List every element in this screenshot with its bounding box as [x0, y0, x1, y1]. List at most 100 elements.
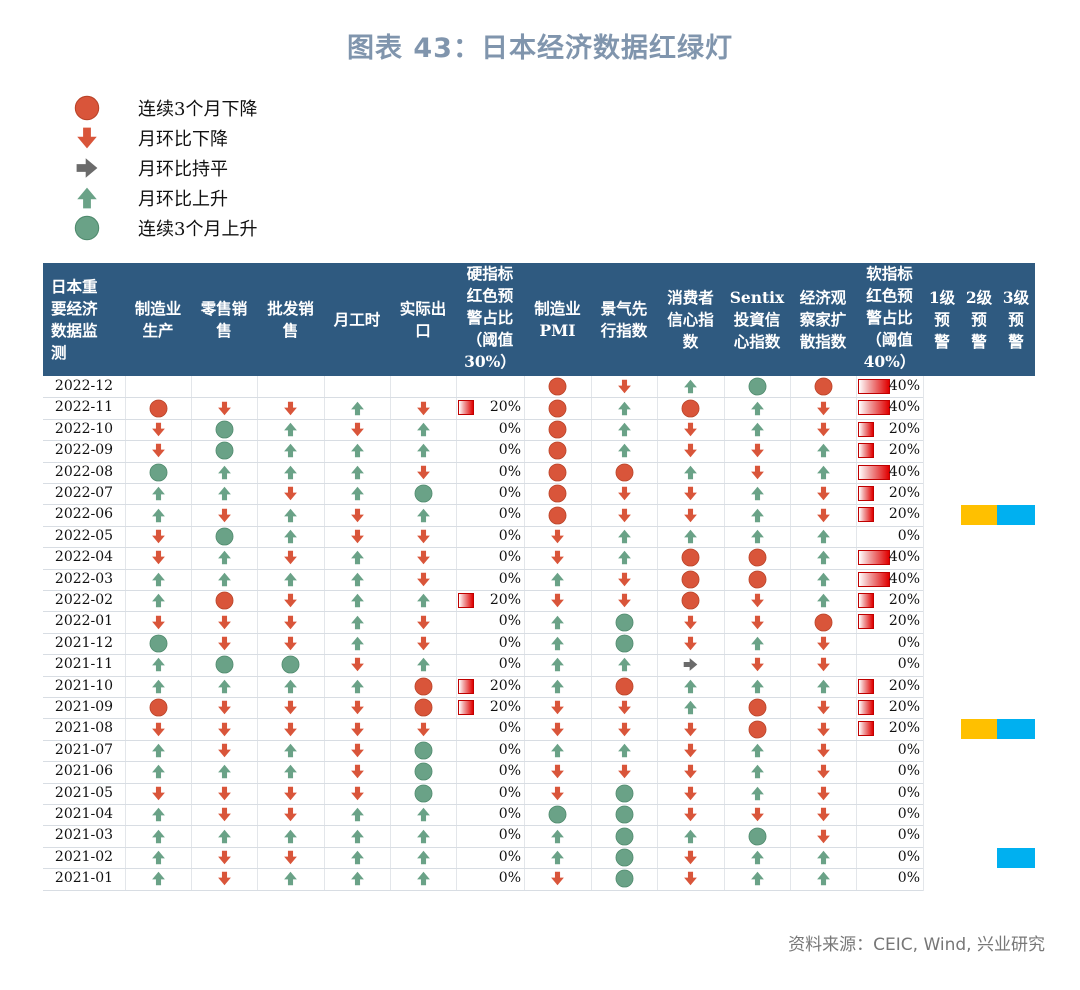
table-header: 日本重 要经济 数据监 测制造业 生产 零售销 售批发销 售月工时 实际出 口硬指标… — [43, 263, 1035, 376]
red-down-arrow-icon — [816, 486, 830, 501]
green-circle-icon — [615, 848, 633, 867]
warning-share-value: 0% — [498, 549, 521, 566]
red-down-arrow-icon — [217, 743, 231, 758]
red-down-arrow-icon — [416, 465, 430, 480]
legend-label: 月环比下降 — [138, 129, 228, 150]
green-up-arrow-icon — [350, 401, 364, 415]
red-down-arrow-icon — [684, 508, 697, 522]
gray-right-arrow-icon — [76, 158, 98, 178]
row-date: 2021-12 — [54, 634, 114, 651]
green-up-arrow-icon — [684, 529, 697, 544]
red-down-arrow-icon — [816, 401, 830, 415]
column-header: 零售销 售 — [200, 298, 248, 340]
green-up-arrow-icon — [684, 700, 697, 715]
row-date: 2022-02 — [54, 592, 114, 608]
green-circle-icon — [281, 655, 300, 674]
warning-share-bar — [858, 678, 874, 694]
green-up-arrow-icon — [750, 872, 764, 886]
green-up-arrow-icon — [816, 572, 830, 587]
row-date: 2021-07 — [54, 741, 114, 758]
red-down-arrow-icon — [617, 765, 631, 779]
red-down-arrow-icon — [750, 807, 764, 822]
green-up-arrow-icon — [617, 658, 631, 672]
legend-label: 月环比持平 — [138, 159, 228, 180]
red-down-arrow-icon — [416, 636, 430, 651]
green-up-arrow-icon — [617, 529, 631, 544]
red-down-arrow-icon — [617, 486, 631, 501]
red-circle-icon — [615, 677, 633, 696]
green-up-arrow-icon — [816, 444, 830, 458]
warning-share-bar — [458, 400, 474, 416]
red-circle-icon — [748, 570, 766, 589]
green-up-arrow-icon — [217, 551, 231, 565]
green-up-arrow-icon — [750, 636, 764, 651]
green-up-arrow-icon — [284, 872, 297, 886]
row-divider — [43, 397, 923, 399]
green-circle-icon — [74, 215, 100, 241]
red-down-arrow-icon — [750, 658, 764, 672]
warning-share-value: 0% — [897, 870, 920, 887]
red-circle-icon — [681, 548, 700, 567]
red-down-arrow-icon — [684, 636, 697, 651]
green-up-arrow-icon — [284, 444, 297, 458]
column-header: 日本重 要经济 数据监 测 — [51, 276, 98, 362]
red-down-arrow-icon — [684, 444, 697, 458]
red-circle-icon — [414, 677, 432, 696]
red-down-arrow-icon — [284, 636, 297, 651]
red-circle-icon — [548, 463, 567, 482]
red-down-arrow-icon — [151, 529, 165, 544]
red-down-arrow-icon — [816, 829, 830, 843]
red-down-arrow-icon — [416, 722, 430, 736]
green-up-arrow-icon — [151, 658, 165, 672]
green-up-arrow-icon — [684, 465, 697, 480]
green-up-arrow-icon — [816, 679, 830, 694]
warning-share-value: 0% — [897, 784, 920, 801]
gray-right-arrow-icon — [683, 658, 698, 672]
red-down-arrow-icon — [816, 786, 830, 801]
green-up-arrow-icon — [551, 572, 564, 587]
red-down-arrow-icon — [350, 743, 364, 758]
warning-share-value: 40% — [888, 549, 920, 566]
red-down-arrow-icon — [684, 743, 697, 758]
row-date: 2022-12 — [54, 378, 114, 394]
red-down-arrow-icon — [350, 765, 364, 779]
red-down-arrow-icon — [816, 807, 830, 822]
source-note: 资料来源：CEIC, Wind, 兴业研究 — [788, 935, 1045, 955]
warning-share-value: 0% — [498, 485, 521, 501]
warning-share-value: 40% — [888, 570, 920, 587]
red-down-arrow-icon — [750, 593, 764, 608]
warning-share-value: 20% — [489, 677, 521, 694]
red-down-arrow-icon — [750, 465, 764, 480]
red-down-arrow-icon — [551, 872, 564, 886]
row-date: 2021-11 — [54, 656, 114, 673]
row-date: 2021-04 — [54, 806, 114, 822]
green-up-arrow-icon — [350, 829, 364, 843]
column-header: 月工时 — [333, 309, 381, 329]
green-up-arrow-icon — [617, 743, 631, 758]
warning-share-value: 20% — [888, 442, 920, 459]
green-up-arrow-icon — [750, 765, 764, 779]
red-down-arrow-icon — [617, 572, 631, 587]
warning-share-value: 20% — [888, 592, 920, 608]
warning-share-value: 0% — [498, 613, 521, 630]
red-down-arrow-icon — [551, 700, 564, 715]
green-up-arrow-icon — [284, 508, 297, 522]
red-down-arrow-icon — [816, 700, 830, 715]
warning-share-bar — [858, 379, 890, 394]
row-divider — [43, 461, 923, 463]
row-divider — [43, 761, 923, 763]
green-up-arrow-icon — [551, 829, 564, 843]
green-up-arrow-icon — [617, 444, 631, 458]
row-date: 2022-06 — [54, 506, 114, 523]
green-up-arrow-icon — [284, 829, 297, 843]
green-circle-icon — [615, 805, 633, 824]
red-down-arrow-icon — [551, 765, 564, 779]
column-header: 景气先 行指数 — [600, 298, 648, 340]
green-circle-icon — [414, 784, 432, 803]
red-down-arrow-icon — [151, 422, 165, 437]
green-up-arrow-icon — [816, 529, 830, 544]
warning-share-bar — [858, 486, 874, 501]
red-down-arrow-icon — [416, 401, 430, 415]
red-down-arrow-icon — [350, 658, 364, 672]
green-up-arrow-icon — [551, 850, 564, 865]
